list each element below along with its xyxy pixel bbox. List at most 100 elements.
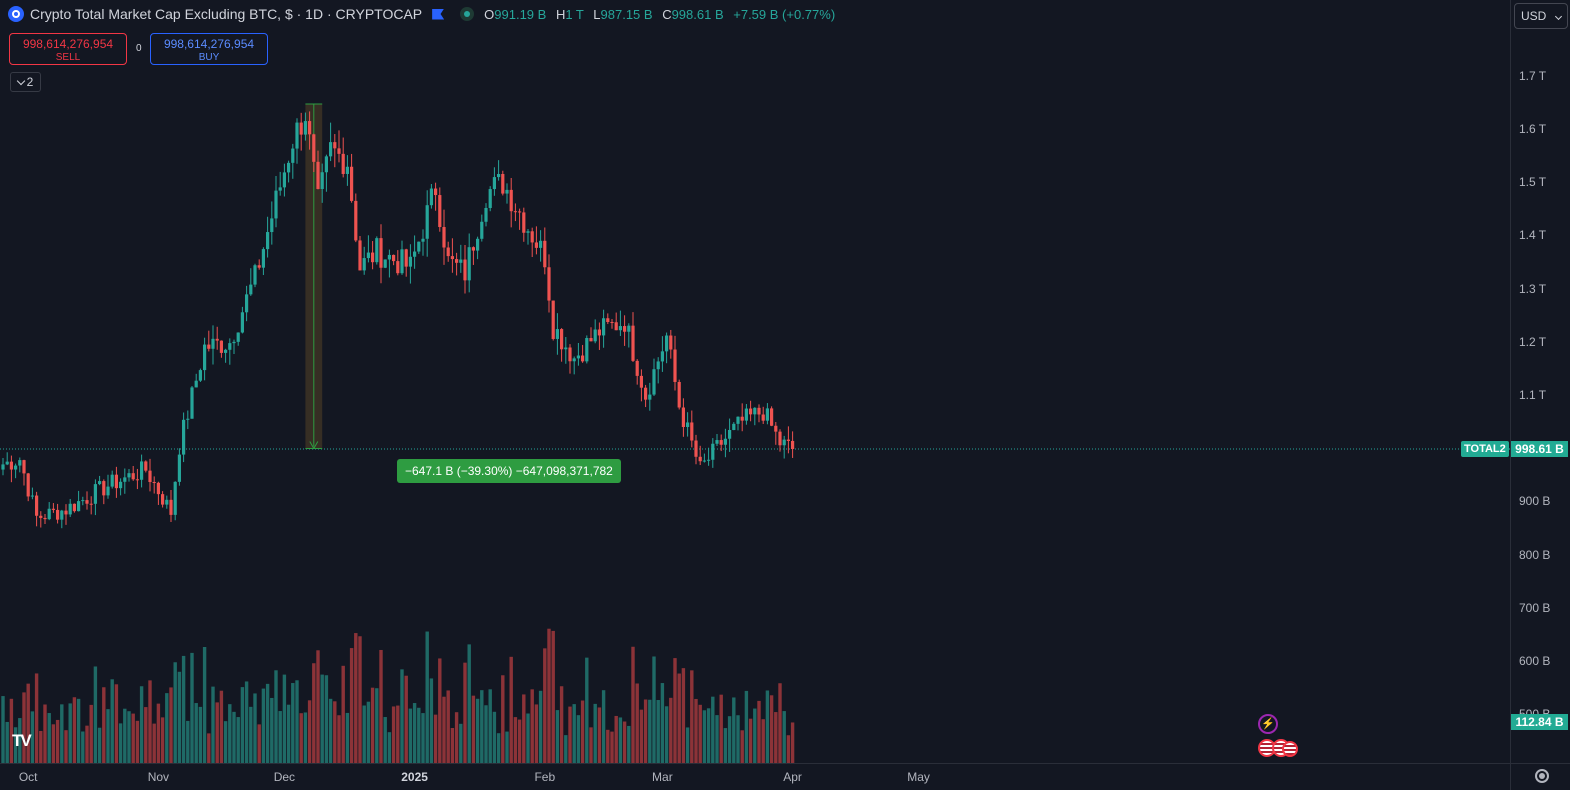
candle bbox=[186, 418, 190, 420]
volume-bar bbox=[34, 673, 39, 763]
candle bbox=[572, 358, 576, 362]
candle bbox=[371, 252, 375, 263]
scale-settings[interactable] bbox=[1510, 763, 1570, 790]
candle bbox=[677, 381, 681, 408]
candle bbox=[774, 425, 778, 432]
candle bbox=[177, 454, 181, 482]
volume-bar bbox=[39, 730, 43, 763]
indicators-count: 2 bbox=[26, 75, 34, 89]
us-flag-event-icon[interactable] bbox=[1282, 741, 1298, 757]
candle bbox=[417, 241, 421, 252]
volume-bar bbox=[72, 697, 77, 763]
volume-bar bbox=[76, 698, 81, 763]
candle bbox=[526, 231, 530, 233]
currency-button[interactable]: USD bbox=[1514, 3, 1568, 29]
candle bbox=[509, 189, 513, 212]
volume-bar bbox=[358, 636, 362, 763]
candle bbox=[618, 326, 622, 331]
volume-bar bbox=[534, 704, 539, 763]
volume-bar bbox=[173, 662, 177, 763]
volume-bar bbox=[169, 687, 173, 763]
candle bbox=[68, 503, 72, 515]
candle bbox=[513, 211, 517, 213]
volume-bar bbox=[740, 730, 744, 763]
volume-bar bbox=[639, 709, 644, 763]
flag-icon[interactable] bbox=[432, 8, 445, 20]
candle bbox=[240, 312, 244, 333]
candle bbox=[610, 322, 614, 324]
market-status-icon[interactable] bbox=[460, 7, 475, 21]
volume-bar bbox=[664, 706, 669, 763]
gear-icon[interactable] bbox=[1535, 769, 1549, 783]
candle bbox=[602, 318, 606, 336]
close-key: C bbox=[662, 6, 672, 22]
volume-bar bbox=[18, 718, 22, 763]
tradingview-logo[interactable]: TV bbox=[12, 731, 32, 750]
candle bbox=[530, 231, 534, 243]
candle bbox=[47, 508, 51, 520]
volume-bar bbox=[9, 698, 14, 763]
volume-bar bbox=[496, 733, 501, 763]
lightning-event-icon[interactable]: ⚡ bbox=[1258, 714, 1278, 734]
indicators-collapse-button[interactable]: 2 bbox=[10, 72, 41, 92]
candle bbox=[459, 259, 463, 263]
candle bbox=[98, 481, 102, 485]
candle bbox=[446, 247, 450, 257]
volume-bar bbox=[635, 683, 639, 763]
candle bbox=[9, 461, 13, 470]
volume-bar bbox=[64, 730, 68, 763]
volume-bar bbox=[198, 706, 203, 763]
volume-bar bbox=[186, 720, 190, 763]
candle bbox=[665, 335, 669, 352]
volume-bar bbox=[223, 721, 228, 763]
candle bbox=[568, 347, 572, 362]
price-tick-label: 1.2 T bbox=[1519, 334, 1547, 349]
candle bbox=[408, 256, 412, 267]
candle bbox=[81, 500, 85, 502]
candle bbox=[736, 416, 740, 424]
volume-bar bbox=[211, 686, 215, 763]
price-scale[interactable]: USD 1.7 T 1.6 T 1.5 T 1.4 T 1.3 T 1.2 T 1.1 T 9… bbox=[1510, 0, 1570, 763]
volume-bar bbox=[291, 683, 295, 763]
candle bbox=[492, 177, 496, 190]
volume-bar bbox=[723, 728, 728, 763]
volume-bar bbox=[270, 697, 274, 763]
candle bbox=[18, 460, 22, 466]
candle bbox=[425, 205, 429, 239]
volume-bar bbox=[559, 686, 564, 763]
volume-bar bbox=[576, 715, 581, 763]
candle bbox=[232, 341, 236, 344]
volume-bar bbox=[47, 713, 51, 763]
candle bbox=[127, 473, 131, 478]
symbol-title[interactable]: Crypto Total Market Cap Excluding BTC, $… bbox=[30, 6, 423, 22]
price-tick-label: 1.3 T bbox=[1519, 281, 1547, 296]
candle bbox=[732, 423, 736, 431]
volume-bar bbox=[299, 713, 303, 763]
buy-button[interactable]: 998,614,276,954 BUY bbox=[150, 33, 268, 65]
candle bbox=[455, 259, 459, 263]
sell-button[interactable]: 998,614,276,954 SELL bbox=[9, 33, 127, 65]
candle bbox=[757, 407, 761, 415]
candle bbox=[723, 438, 727, 445]
candle bbox=[278, 187, 282, 191]
low-value: 987.15 B bbox=[600, 6, 653, 22]
candle bbox=[5, 461, 9, 465]
volume-bar bbox=[727, 716, 732, 763]
candle bbox=[711, 443, 715, 460]
candle bbox=[152, 482, 156, 484]
time-scale[interactable]: Oct Nov Dec 2025 Feb Mar Apr May bbox=[0, 763, 1510, 790]
volume-bar bbox=[253, 693, 257, 763]
volume-bar bbox=[148, 680, 152, 763]
candle bbox=[26, 473, 30, 497]
volume-bar bbox=[765, 690, 770, 763]
volume-bar bbox=[614, 715, 618, 763]
candle bbox=[547, 267, 551, 301]
volume-bar bbox=[30, 711, 35, 763]
candle bbox=[228, 343, 232, 350]
volume-bar bbox=[320, 674, 324, 763]
candle bbox=[606, 318, 610, 323]
volume-bar bbox=[601, 690, 606, 763]
price-chart[interactable] bbox=[0, 0, 1510, 763]
sell-price: 998,614,276,954 bbox=[22, 37, 114, 51]
candle bbox=[135, 479, 139, 481]
